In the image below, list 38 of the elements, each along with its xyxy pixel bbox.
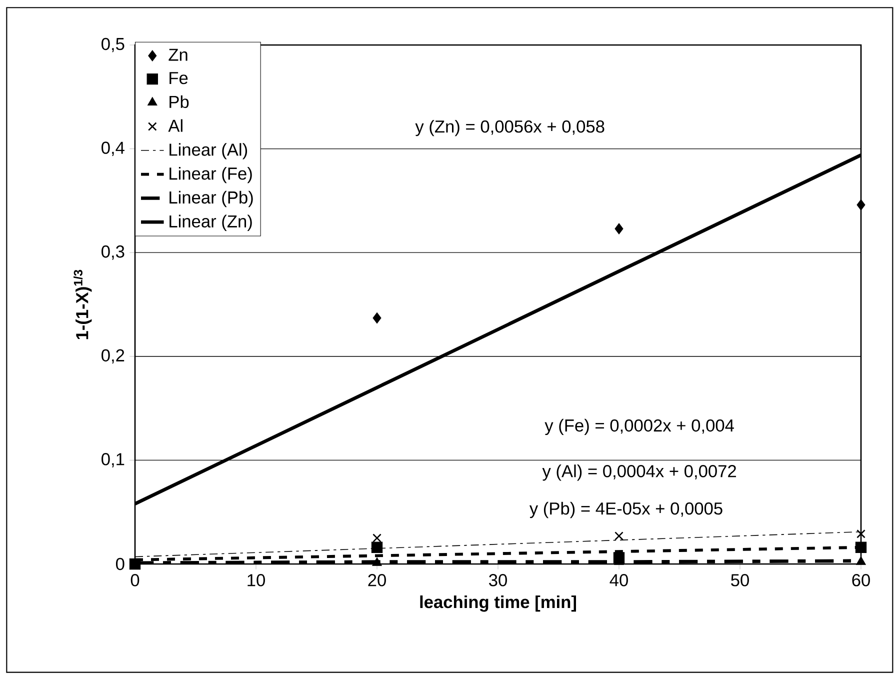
- legend-label: Al: [168, 119, 182, 132]
- point: [856, 556, 866, 565]
- point: [372, 312, 382, 324]
- y-tick-label: 0: [116, 558, 124, 570]
- y-axis-title: 1-(1-X)$^{1/3}$: [74, 270, 92, 340]
- legend-label: Linear (Al): [170, 143, 248, 160]
- point: [372, 557, 382, 566]
- point: [372, 534, 382, 542]
- point: [855, 542, 867, 553]
- y-tick-label: 0,4: [102, 142, 124, 156]
- point: [129, 558, 141, 570]
- y-tick-label: 0,3: [102, 245, 124, 260]
- legend-label: Zn: [168, 48, 188, 61]
- legend-label: Linear (Fe): [170, 167, 252, 184]
- point: [614, 223, 624, 234]
- legend-label: Linear (Pb): [170, 190, 253, 208]
- annotation: y (Al) = 0,0004x + 0,0072: [542, 464, 736, 481]
- y-tick-label: 0,5: [102, 38, 124, 52]
- legend-label: Pb: [170, 95, 189, 108]
- y-tick-label: 0,2: [102, 349, 124, 364]
- x-tick-label: 20: [368, 574, 386, 586]
- annotation: y (Pb) = 4E-05x + 0,0005: [529, 502, 722, 518]
- x-axis-title: leaching time [min]: [420, 595, 576, 612]
- x-tick-label: 0: [130, 574, 140, 586]
- annotation: y (Zn) = 0,0056x + 0,058: [415, 120, 604, 136]
- x-tick-label: 40: [610, 574, 628, 586]
- annotation: y (Fe) = 0,0002x + 0,004: [544, 418, 734, 436]
- legend-label: Fe: [170, 72, 188, 84]
- point: [614, 532, 624, 540]
- x-tick-label: 10: [248, 574, 265, 586]
- x-tick-label: 30: [489, 574, 507, 586]
- point: [371, 542, 383, 553]
- x-tick-label: 60: [852, 574, 870, 586]
- y-tick-label: 0,1: [102, 453, 124, 468]
- legend-label: Linear (Zn): [170, 214, 252, 231]
- x-tick-label: 50: [731, 574, 749, 586]
- point: [856, 529, 866, 538]
- point: [856, 199, 866, 210]
